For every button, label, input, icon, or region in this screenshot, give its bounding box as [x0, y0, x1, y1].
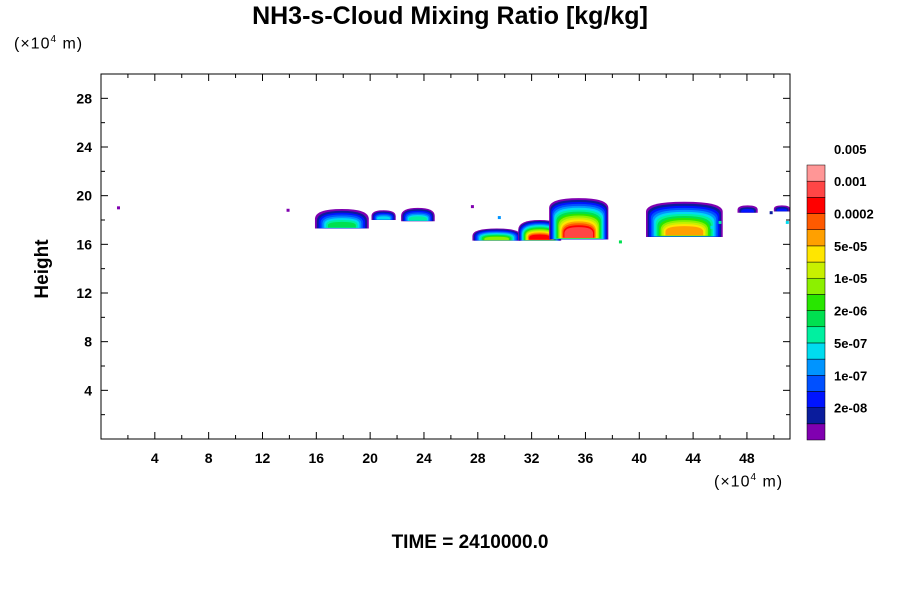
- colorbar-label: 0.0002: [834, 207, 874, 222]
- colorbar-label: 0.005: [834, 142, 867, 157]
- colorbar-swatch: [806, 180, 826, 198]
- cloud-contour: [564, 227, 594, 238]
- cloud-speck: [710, 225, 714, 229]
- cloud-cluster: [646, 201, 723, 238]
- colorbar: 2e-08 1e-07 5e-07 2e-06 1e-05 5e-05 0.0002 0.00…: [806, 142, 874, 441]
- x-unit-prefix: (×10: [714, 473, 751, 491]
- cloud-contour: [327, 221, 356, 228]
- x-tick-label: 20: [362, 450, 378, 466]
- cloud-speck: [618, 240, 622, 244]
- cloud-speck: [286, 208, 290, 212]
- cloud-cluster: [737, 205, 758, 213]
- x-tick-label: 40: [631, 450, 647, 466]
- colorbar-label: 2e-08: [834, 401, 867, 416]
- colorbar-swatch: [806, 342, 826, 360]
- colorbar-swatch: [806, 358, 826, 376]
- cloud-cluster: [401, 207, 435, 222]
- y-tick-label: 16: [76, 236, 92, 252]
- x-tick-label: 24: [416, 450, 432, 466]
- cloud-speck: [718, 220, 722, 224]
- colorbar-swatch: [806, 375, 826, 392]
- cloud-speck: [785, 220, 789, 224]
- plot-frame: [100, 73, 791, 440]
- colorbar-label: 5e-05: [834, 239, 867, 254]
- colorbar-label: 0.001: [834, 174, 867, 189]
- y-tick-label: 20: [76, 188, 92, 204]
- x-tick-label: 48: [739, 450, 755, 466]
- x-tick-label: 4: [151, 450, 159, 466]
- cloud-cluster: [773, 205, 790, 212]
- colorbar-swatch: [806, 326, 826, 344]
- x-tick-label: 16: [309, 450, 325, 466]
- x-tick-label: 32: [524, 450, 540, 466]
- colorbar-swatch: [806, 294, 826, 311]
- y-axis-unit: (×104 m): [14, 34, 83, 53]
- cloud-contour: [409, 216, 427, 221]
- cloud-cluster: [549, 198, 609, 240]
- y-unit-suffix: m): [57, 35, 84, 53]
- cloud-field: [116, 198, 790, 244]
- colorbar-label: 5e-07: [834, 336, 867, 351]
- cloud-contour: [665, 226, 704, 236]
- colorbar-swatch: [806, 407, 826, 425]
- y-tick-label: 4: [84, 382, 92, 398]
- y-tick-label: 28: [76, 90, 92, 106]
- colorbar-swatch: [806, 229, 826, 247]
- colorbar-label: 2e-06: [834, 304, 867, 319]
- cloud-cluster: [472, 228, 521, 241]
- y-tick-label: 8: [84, 334, 92, 350]
- y-tick-label: 24: [76, 139, 92, 155]
- colorbar-swatch: [806, 245, 826, 263]
- colorbar-swatch: [806, 197, 826, 214]
- cloud-contour: [484, 236, 509, 241]
- cloud-contour: [776, 208, 788, 212]
- chart-title: NH3-s-Cloud Mixing Ratio [kg/kg]: [252, 2, 648, 30]
- colorbar-swatch: [806, 277, 826, 295]
- cloud-speck: [769, 211, 773, 215]
- cloud-contour: [741, 209, 755, 213]
- x-unit-exponent: 4: [750, 472, 758, 483]
- colorbar-swatch: [806, 310, 826, 328]
- x-unit-suffix: m): [757, 473, 784, 491]
- colorbar-swatch: [806, 391, 826, 408]
- y-unit-exponent: 4: [50, 34, 58, 45]
- y-unit-prefix: (×10: [14, 35, 51, 53]
- y-tick-label: 12: [76, 285, 92, 301]
- colorbar-label: 1e-07: [834, 368, 867, 383]
- colorbar-swatch: [806, 423, 826, 441]
- time-footer: TIME = 2410000.0: [391, 532, 549, 553]
- cloud-speck: [116, 206, 120, 210]
- cloud-cluster: [314, 209, 369, 229]
- colorbar-swatch: [806, 261, 826, 279]
- cloud-contour: [377, 216, 391, 220]
- x-tick-label: 44: [685, 450, 701, 466]
- x-tick-label: 36: [578, 450, 594, 466]
- colorbar-swatch: [806, 164, 826, 182]
- x-tick-label: 8: [205, 450, 213, 466]
- x-axis-unit: (×104 m): [714, 472, 783, 491]
- colorbar-swatch: [806, 213, 826, 230]
- x-tick-label: 28: [470, 450, 486, 466]
- colorbar-label: 1e-05: [834, 271, 867, 286]
- cloud-contour: [529, 234, 551, 240]
- cloud-cluster: [371, 210, 396, 220]
- x-tick-label: 12: [255, 450, 271, 466]
- cloud-speck: [497, 216, 501, 220]
- cloud-speck: [470, 205, 474, 209]
